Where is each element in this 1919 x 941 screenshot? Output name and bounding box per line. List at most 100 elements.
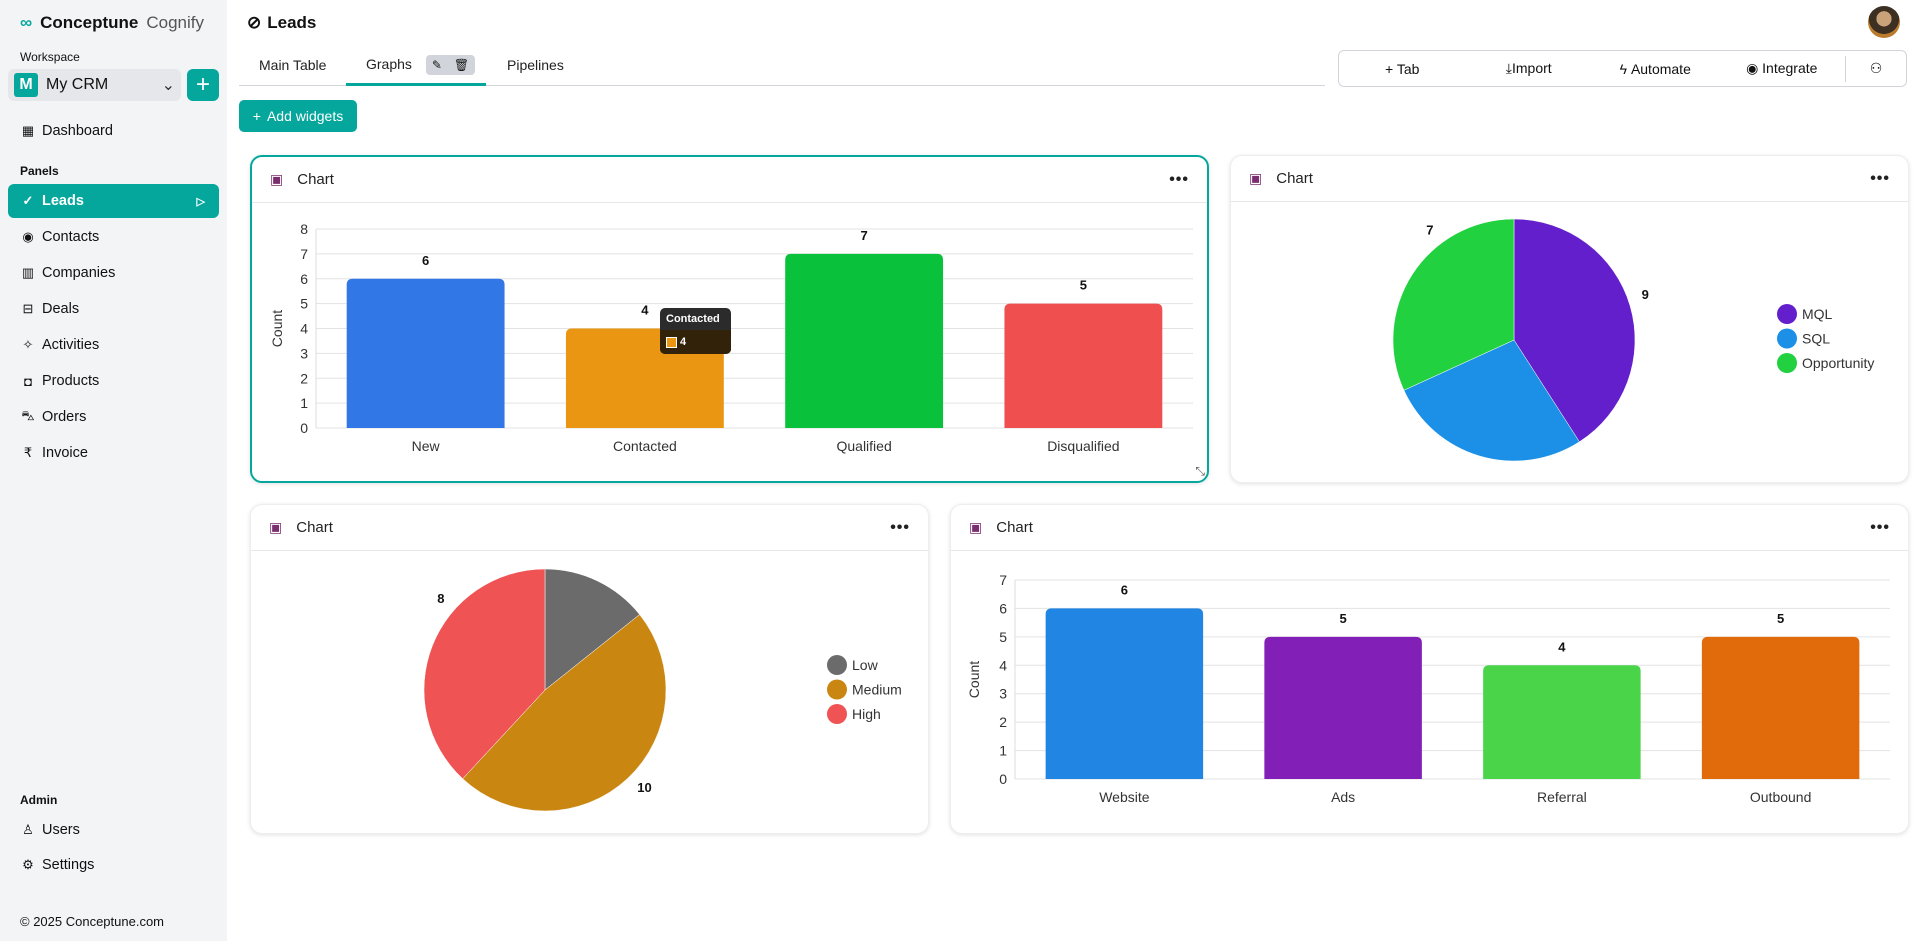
card-title: Chart bbox=[996, 519, 1033, 536]
user-avatar[interactable] bbox=[1868, 6, 1900, 38]
legend-label: SQL bbox=[1802, 331, 1830, 347]
sidebar-item-companies[interactable]: ▥ Companies bbox=[21, 265, 116, 281]
sidebar-item-deals[interactable]: ⊟ Deals bbox=[8, 292, 219, 326]
integrate-icon: ◉ bbox=[1746, 60, 1763, 76]
check-badge-icon: ⊘ bbox=[247, 13, 262, 32]
card-title: Chart bbox=[297, 171, 334, 188]
more-options-icon[interactable]: ••• bbox=[1169, 170, 1189, 188]
tab-pipelines[interactable]: Pipelines bbox=[507, 57, 564, 73]
integrate-button[interactable]: ◉ Integrate bbox=[1746, 60, 1818, 76]
bar-value-label: 6 bbox=[422, 253, 429, 268]
y-tick-label: 1 bbox=[300, 395, 308, 411]
add-workspace-button[interactable]: + bbox=[187, 69, 219, 101]
legend-swatch bbox=[1777, 353, 1797, 373]
brand-logo[interactable]: ∞ Conceptune Cognify bbox=[20, 13, 204, 32]
y-tick-label: 0 bbox=[999, 771, 1007, 787]
pie-value-label: 10 bbox=[637, 780, 651, 795]
more-options-icon[interactable]: ••• bbox=[1870, 518, 1890, 536]
card-header: ▣ Chart ••• bbox=[252, 157, 1207, 203]
cart-icon: ⛍ bbox=[21, 408, 35, 423]
grid-icon: ▦ bbox=[21, 123, 35, 138]
y-tick-label: 3 bbox=[999, 686, 1007, 702]
resize-handle-icon[interactable]: ⤡ bbox=[1195, 464, 1205, 478]
bar-qualified bbox=[785, 253, 944, 428]
bar-value-label: 4 bbox=[1558, 639, 1566, 654]
legend-swatch bbox=[1777, 304, 1797, 324]
tab-main-table[interactable]: Main Table bbox=[259, 57, 327, 73]
infinity-logo-icon: ∞ bbox=[20, 13, 33, 32]
y-tick-label: 2 bbox=[300, 370, 308, 386]
y-tick-label: 7 bbox=[300, 246, 308, 262]
download-icon: ⤓ bbox=[1505, 60, 1512, 76]
sidebar-item-activities[interactable]: ✧ Activities bbox=[8, 328, 219, 362]
check-badge-icon: ✓ bbox=[22, 193, 34, 208]
y-tick-label: 7 bbox=[999, 572, 1007, 588]
chevron-down-icon: ⌄ bbox=[161, 77, 175, 94]
legend-swatch bbox=[827, 704, 847, 724]
y-tick-label: 3 bbox=[300, 345, 308, 361]
play-icon: ▷ bbox=[196, 195, 205, 208]
legend-label: Low bbox=[852, 657, 879, 673]
chart-card-source[interactable]: ▣ Chart ••• 0 1 2 3 4 5 6 7 Count 6 Website 5 Ads 4 Refe… bbox=[950, 504, 1909, 834]
pie-slice-medium bbox=[462, 614, 667, 812]
tooltip-swatch bbox=[666, 336, 677, 348]
automate-button[interactable]: ϟ Automate bbox=[1619, 60, 1691, 77]
plus-icon: + bbox=[1385, 60, 1397, 77]
chart-card-priority[interactable]: ▣ Chart ••• 10 8 Low Medium High bbox=[250, 504, 929, 834]
chart-card-lead-status[interactable]: ▣ Chart ••• 0 1 2 3 4 5 6 7 8 Count 6 New 4 Contacted 7 Q… bbox=[250, 155, 1209, 483]
card-header: ▣ Chart ••• bbox=[1231, 156, 1908, 202]
widget-grid-icon[interactable]: ▣ bbox=[269, 519, 283, 535]
y-tick-label: 1 bbox=[999, 743, 1007, 759]
briefcase-icon: ⊟ bbox=[22, 301, 34, 316]
sidebar-item-settings[interactable]: ⚙ Settings bbox=[8, 848, 219, 882]
sidebar-item-contacts[interactable]: ◉ Contacts bbox=[8, 220, 219, 254]
bar-disqualified bbox=[1004, 303, 1163, 428]
tab-graphs[interactable]: Graphs bbox=[366, 56, 412, 72]
legend-label: MQL bbox=[1802, 306, 1833, 322]
sidebar-item-orders[interactable]: ⛍ Orders bbox=[21, 408, 87, 425]
bolt-icon: ϟ bbox=[1619, 60, 1631, 77]
y-tick-label: 2 bbox=[999, 714, 1007, 730]
pie-slice-mql bbox=[1513, 218, 1636, 443]
y-axis-label: Count bbox=[966, 661, 982, 698]
trash-icon[interactable]: 🗑 bbox=[453, 58, 470, 72]
pin-icon: ✧ bbox=[22, 337, 34, 352]
workspace-select[interactable]: M My CRM ⌄ bbox=[8, 69, 181, 101]
bar-value-label: 6 bbox=[1121, 582, 1128, 597]
bar-value-label: 4 bbox=[641, 303, 649, 318]
y-tick-label: 8 bbox=[300, 221, 308, 237]
card-header: ▣ Chart ••• bbox=[951, 505, 1908, 551]
bar-value-label: 5 bbox=[1777, 611, 1784, 626]
chart-card-lead-stage[interactable]: ▣ Chart ••• 9 7 MQL SQL Opportunity bbox=[1230, 155, 1909, 483]
sidebar-item-leads[interactable]: ✓ Leads ▷ bbox=[8, 184, 219, 218]
legend-label: Opportunity bbox=[1802, 355, 1874, 371]
card-title: Chart bbox=[1276, 170, 1313, 187]
sidebar-item-invoice[interactable]: ₹ Invoice bbox=[8, 436, 219, 470]
widget-grid-icon[interactable]: ▣ bbox=[270, 171, 284, 187]
page-title: ⊘ Leads bbox=[247, 13, 317, 32]
add-widgets-button[interactable]: + Add widgets bbox=[239, 100, 357, 132]
widget-grid-icon[interactable]: ▣ bbox=[1249, 170, 1263, 186]
pie-chart: 10 8 Low Medium High bbox=[423, 568, 902, 812]
legend-swatch bbox=[827, 655, 847, 675]
user-settings-button[interactable]: ⚇ bbox=[1846, 60, 1906, 77]
more-options-icon[interactable]: ••• bbox=[1870, 169, 1890, 187]
more-options-icon[interactable]: ••• bbox=[890, 518, 910, 536]
sidebar-item-users[interactable]: ♙ Users bbox=[8, 813, 219, 847]
pie-value-label: 8 bbox=[437, 591, 444, 606]
user-gear-icon: ⚇ bbox=[1869, 60, 1883, 76]
active-tab-indicator bbox=[346, 83, 486, 86]
y-tick-label: 5 bbox=[999, 629, 1007, 645]
sidebar-item-products[interactable]: ◘ Products bbox=[8, 364, 219, 398]
building-icon: ▥ bbox=[21, 265, 35, 280]
legend-swatch bbox=[827, 679, 847, 700]
tab-divider bbox=[239, 85, 1325, 86]
import-button[interactable]: ⤓Import bbox=[1505, 60, 1552, 76]
card-header: ▣ Chart ••• bbox=[251, 505, 928, 551]
add-tab-button[interactable]: + Tab bbox=[1385, 60, 1420, 77]
bar-referral bbox=[1483, 665, 1641, 779]
sidebar-item-dashboard[interactable]: ▦ Dashboard bbox=[21, 123, 113, 139]
widget-grid-icon[interactable]: ▣ bbox=[969, 519, 983, 535]
edit-icon[interactable]: ✎ bbox=[431, 58, 442, 72]
x-tick-label: New bbox=[412, 438, 441, 454]
